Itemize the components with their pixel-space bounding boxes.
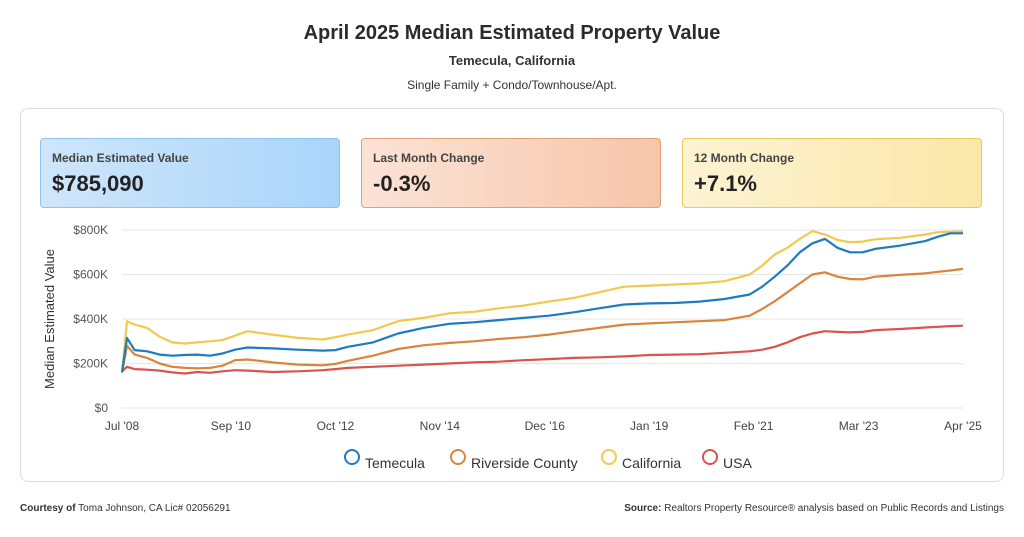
- courtesy-label: Courtesy of: [20, 503, 76, 514]
- y-tick-label: $800K: [73, 223, 108, 237]
- x-tick-label: Sep '10: [211, 419, 252, 433]
- last-month-change-value: -0.3%: [373, 171, 431, 196]
- property-types-subtitle: Single Family + Condo/Townhouse/Apt.: [407, 78, 617, 92]
- twelve-month-change-card: 12 Month Change +7.1%: [682, 138, 982, 208]
- y-axis-label: Median Estimated Value: [42, 249, 57, 389]
- y-tick-label: $600K: [73, 268, 108, 282]
- legend-label: Riverside County: [471, 455, 578, 471]
- y-tick-label: $400K: [73, 312, 108, 326]
- series-line-california: [120, 230, 964, 373]
- legend-marker-temecula: [344, 449, 360, 465]
- x-tick-label: Oct '12: [317, 419, 355, 433]
- twelve-month-change-value: +7.1%: [694, 171, 757, 196]
- legend-marker-riverside-county: [450, 449, 466, 465]
- x-tick-label: Mar '23: [839, 419, 879, 433]
- twelve-month-change-label: 12 Month Change: [694, 151, 795, 165]
- source-label: Source:: [624, 503, 662, 514]
- legend-marker-usa: [702, 449, 718, 465]
- x-tick-label: Nov '14: [420, 419, 461, 433]
- legend-label: Temecula: [365, 455, 425, 471]
- courtesy-note: Courtesy of Toma Johnson, CA Lic# 020562…: [20, 503, 231, 514]
- median-value-card: Median Estimated Value $785,090: [40, 138, 340, 208]
- x-tick-label: Jul '08: [105, 419, 140, 433]
- courtesy-text: Toma Johnson, CA Lic# 02056291: [78, 503, 231, 514]
- last-month-change-label: Last Month Change: [373, 151, 485, 165]
- legend-label: USA: [723, 455, 752, 471]
- source-note: Source: Realtors Property Resource® anal…: [624, 503, 1004, 514]
- y-tick-label: $200K: [73, 357, 108, 371]
- x-tick-label: Feb '21: [734, 419, 774, 433]
- x-tick-label: Apr '25: [944, 419, 982, 433]
- legend-marker-california: [601, 449, 617, 465]
- last-month-change-card: Last Month Change -0.3%: [361, 138, 661, 208]
- x-tick-label: Dec '16: [525, 419, 566, 433]
- series-line-riverside-county: [120, 267, 964, 373]
- median-value-number: $785,090: [52, 171, 144, 196]
- series-line-usa: [121, 324, 964, 375]
- source-text: Realtors Property Resource® analysis bas…: [664, 503, 1004, 514]
- y-tick-label: $0: [95, 401, 109, 415]
- x-tick-label: Jan '19: [630, 419, 669, 433]
- chart-title: April 2025 Median Estimated Property Val…: [303, 22, 721, 44]
- legend-label: California: [622, 455, 681, 471]
- median-value-label: Median Estimated Value: [52, 151, 189, 165]
- series-line-temecula: [120, 232, 963, 373]
- location-subtitle: Temecula, California: [448, 53, 576, 68]
